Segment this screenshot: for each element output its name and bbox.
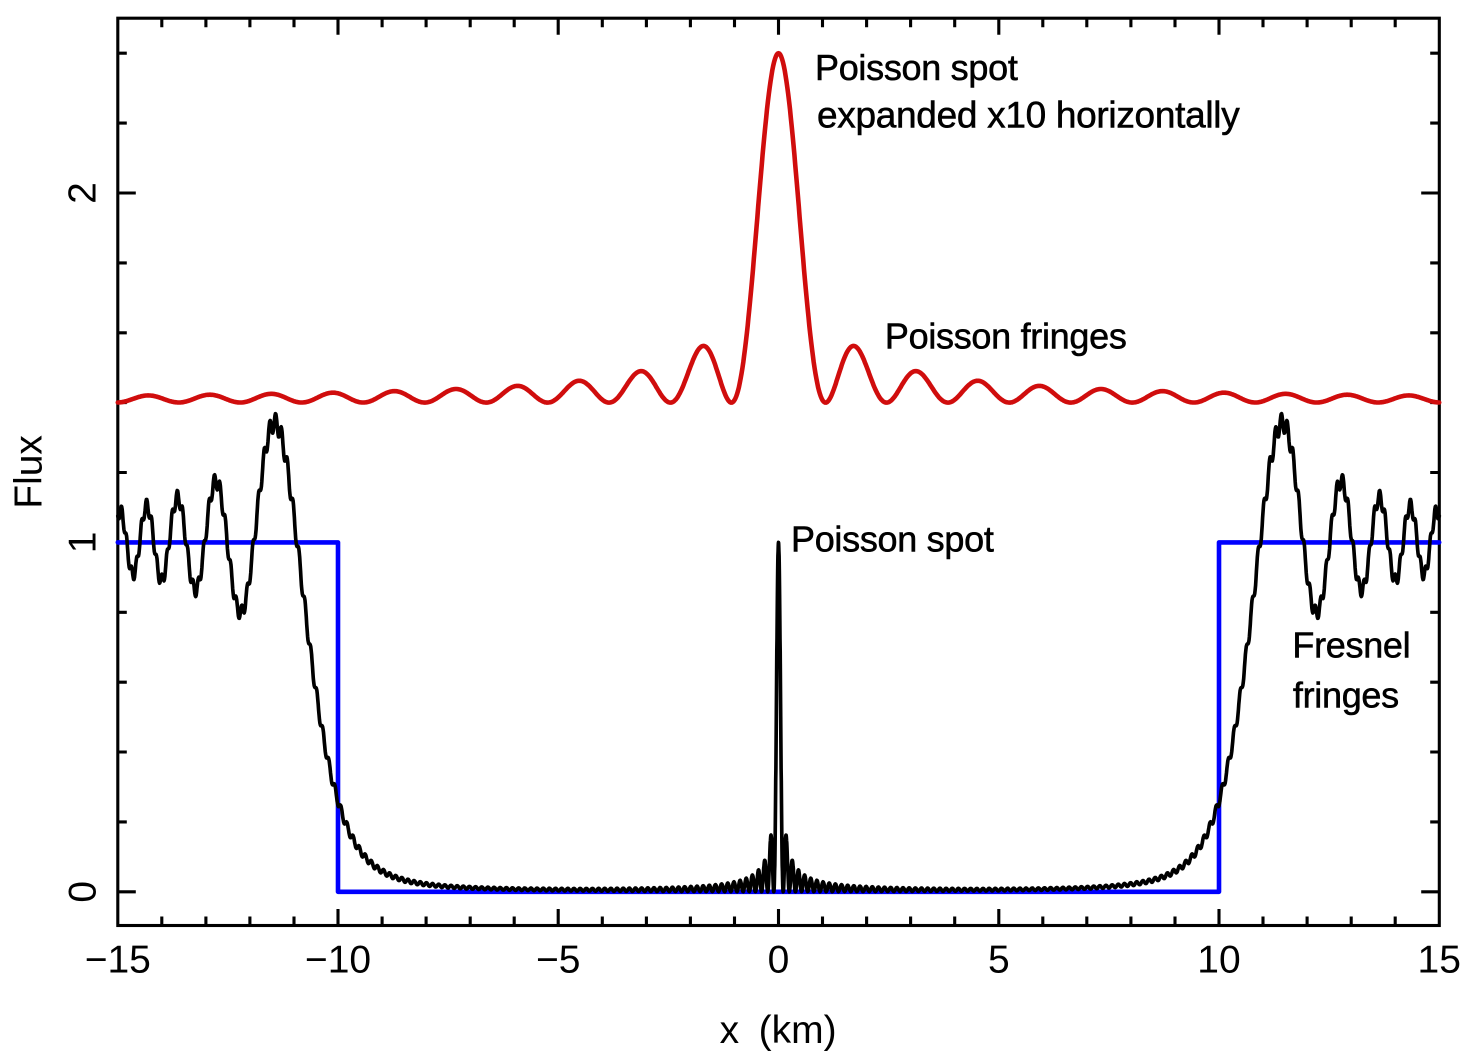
svg-text:0: 0 [768, 938, 790, 981]
svg-text:−15: −15 [85, 938, 151, 981]
svg-text:x (km): x (km) [720, 1009, 837, 1052]
svg-text:15: 15 [1418, 938, 1461, 981]
svg-text:2: 2 [61, 182, 104, 204]
svg-text:0: 0 [61, 881, 104, 903]
svg-text:Fresnel: Fresnel [1292, 625, 1410, 666]
svg-text:−5: −5 [536, 938, 580, 981]
svg-text:5: 5 [988, 938, 1010, 981]
svg-text:Poisson spot: Poisson spot [815, 47, 1018, 88]
svg-text:expanded x10 horizontally: expanded x10 horizontally [817, 94, 1240, 135]
svg-text:Poisson spot: Poisson spot [791, 518, 994, 559]
svg-text:−10: −10 [305, 938, 371, 981]
svg-text:1: 1 [61, 532, 104, 554]
svg-text:10: 10 [1197, 938, 1240, 981]
svg-text:Flux: Flux [8, 435, 51, 509]
svg-text:Poisson fringes: Poisson fringes [885, 316, 1127, 357]
svg-text:fringes: fringes [1293, 674, 1399, 715]
